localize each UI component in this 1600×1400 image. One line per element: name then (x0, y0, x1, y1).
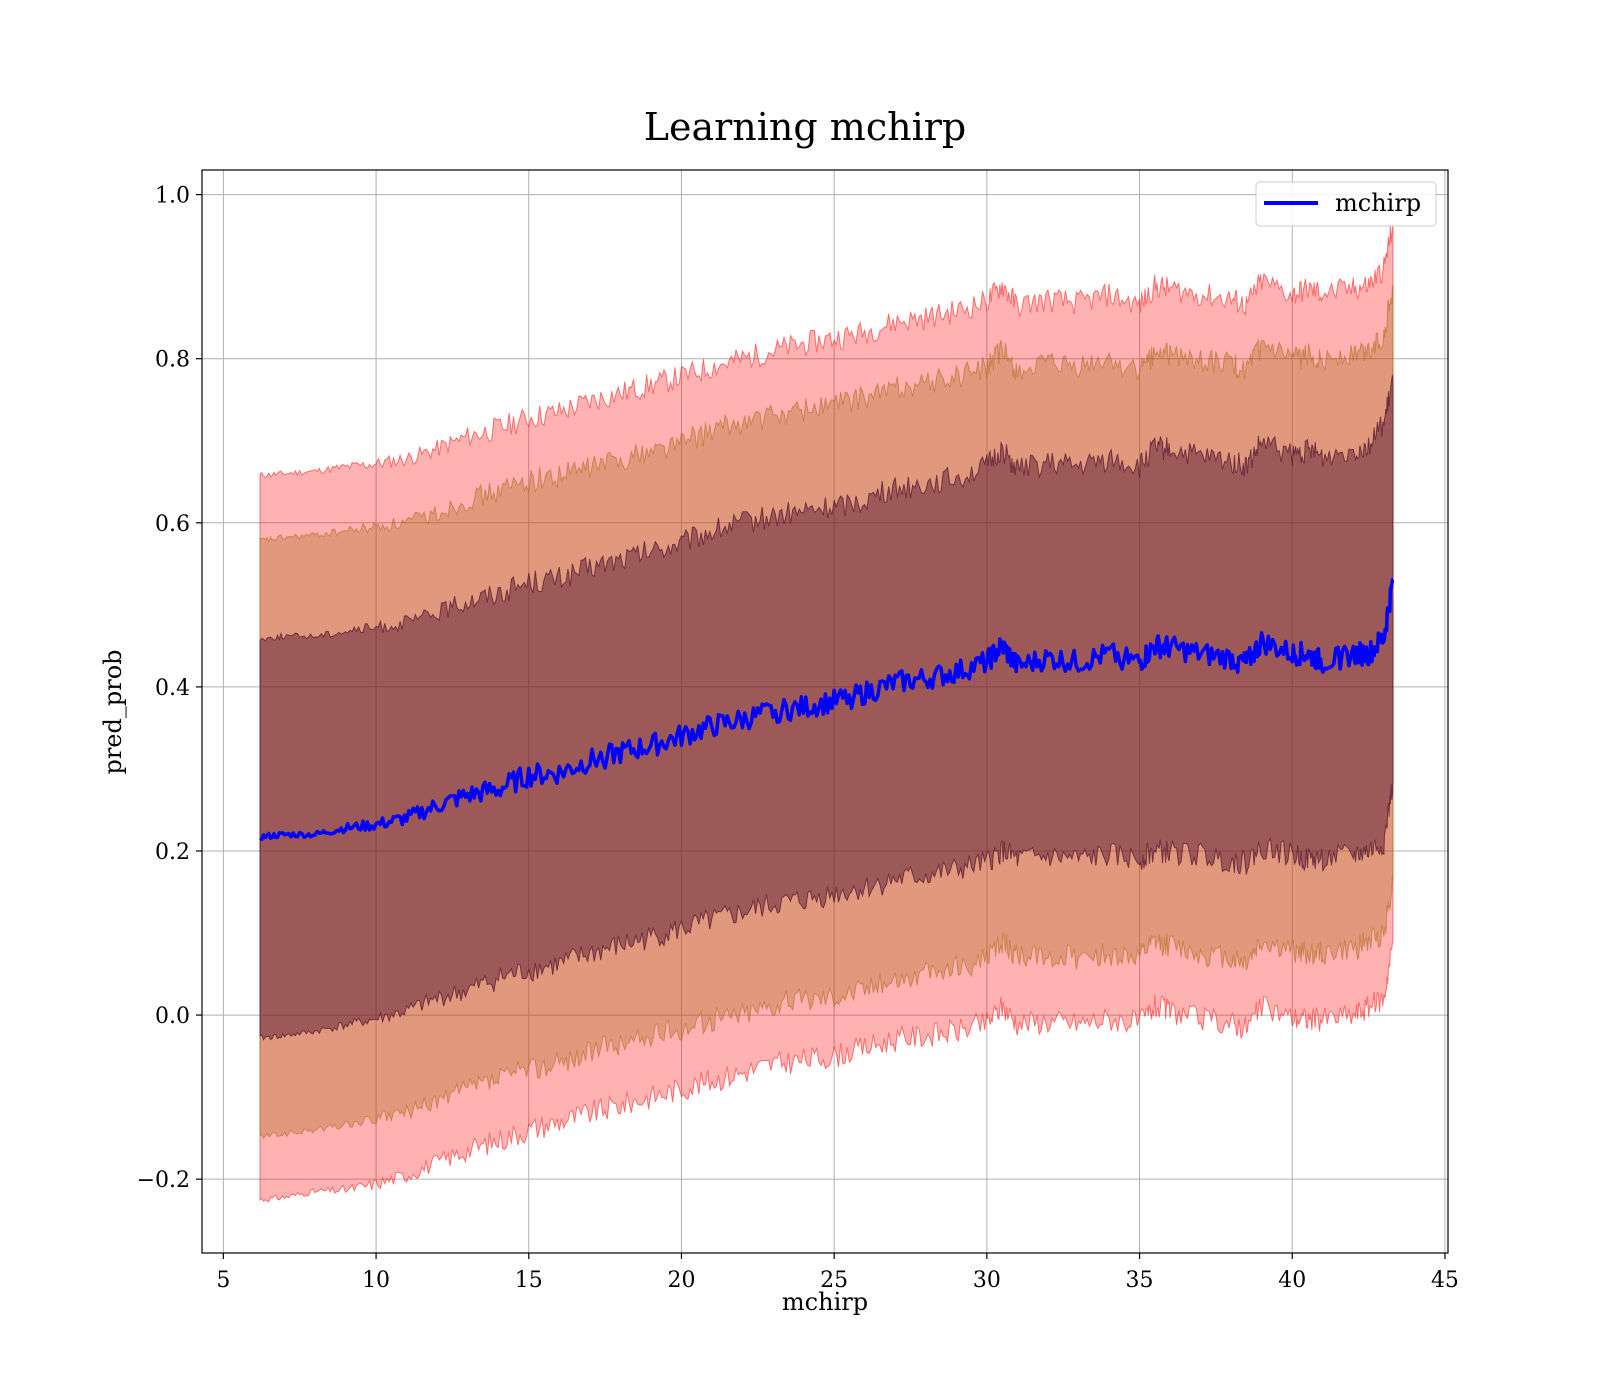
y-tick-label: −0.2 (137, 1168, 190, 1193)
legend-box (1255, 181, 1437, 227)
x-tick-label: 20 (667, 1268, 695, 1293)
x-tick-label: 15 (515, 1268, 543, 1293)
series-line-mchirp (259, 578, 1395, 842)
x-tick-label: 40 (1278, 1268, 1306, 1293)
y-axis-ticks: −0.2 0.0 0.2 0.4 0.6 0.8 1.0 (137, 184, 202, 1193)
y-tick-label: 0.0 (155, 1004, 190, 1029)
x-tick-label: 25 (820, 1268, 848, 1293)
x-tick-label: 35 (1126, 1268, 1154, 1293)
legend-label-mchirp: mchirp (1335, 189, 1421, 217)
x-tick-label: 45 (1431, 1268, 1459, 1293)
y-tick-label: 0.4 (155, 676, 190, 701)
chart-title: Learning mchirp (644, 105, 966, 149)
x-axis-ticks: 5 10 15 20 25 30 35 40 45 (216, 1253, 1459, 1293)
x-tick-label: 5 (216, 1268, 230, 1293)
grid (202, 170, 1448, 1253)
x-tick-label: 10 (362, 1268, 390, 1293)
y-tick-label: 0.2 (155, 840, 190, 865)
plot-frame (201, 169, 1449, 1254)
legend: mchirp (1255, 181, 1437, 227)
y-tick-label: 0.8 (155, 348, 190, 373)
y-tick-label: 1.0 (155, 184, 190, 209)
x-tick-label: 30 (973, 1268, 1001, 1293)
y-axis-label: pred_prob (99, 649, 127, 774)
y-tick-label: 0.6 (155, 512, 190, 537)
series-lines (259, 578, 1395, 842)
x-axis-label: mchirp (782, 1288, 868, 1316)
